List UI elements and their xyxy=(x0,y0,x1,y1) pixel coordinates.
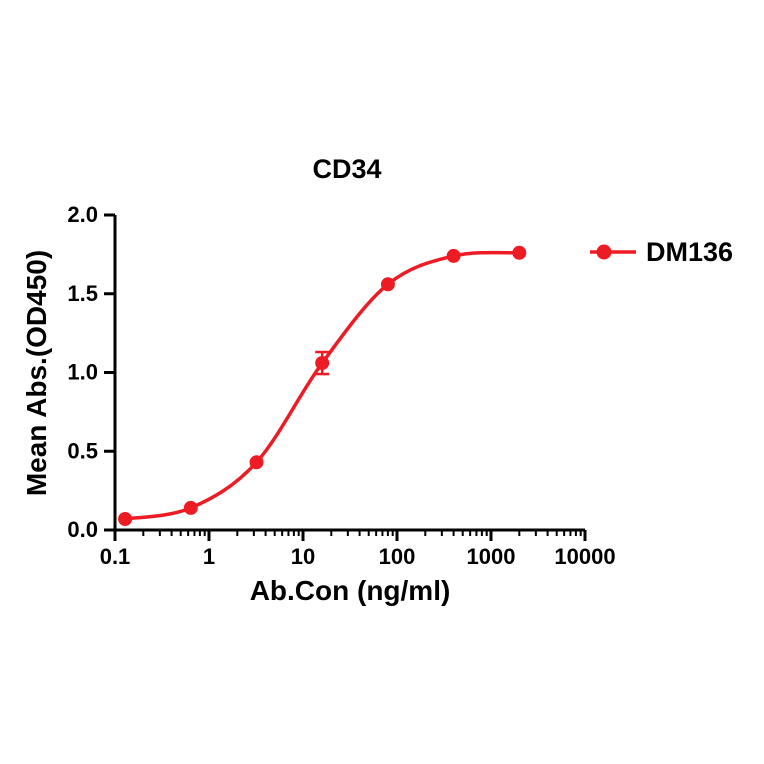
legend-marker-icon xyxy=(596,244,612,260)
y-tick-label: 0.0 xyxy=(67,517,98,542)
data-point xyxy=(315,356,330,370)
legend-series-label: DM136 xyxy=(646,237,733,267)
y-tick-label: 0.5 xyxy=(67,438,98,463)
x-tick-label: 1 xyxy=(203,544,215,569)
data-point xyxy=(118,512,133,526)
x-tick-label: 0.1 xyxy=(100,544,131,569)
y-axis-label: Mean Abs.(OD450) xyxy=(21,250,52,496)
chart-title: CD34 xyxy=(312,154,381,184)
x-tick-label: 1000 xyxy=(467,544,516,569)
y-tick-label: 1.0 xyxy=(67,360,98,385)
x-axis-label: Ab.Con (ng/ml) xyxy=(250,575,451,606)
y-tick-label: 2.0 xyxy=(67,202,98,227)
legend: DM136 xyxy=(590,237,733,267)
data-point xyxy=(249,455,264,470)
data-point xyxy=(512,245,527,260)
data-point xyxy=(183,500,198,515)
y-tick-label: 1.5 xyxy=(67,281,98,306)
data-point xyxy=(446,248,461,263)
x-tick-label: 100 xyxy=(379,544,416,569)
series-curve xyxy=(123,250,522,521)
x-tick-label: 10 xyxy=(291,544,315,569)
plot-area: 0.1 1 10 100 1000 10000 0.0 0.5 1.0 1.5 2.0 xyxy=(67,202,615,569)
x-tick-label: 10000 xyxy=(554,544,615,569)
data-point xyxy=(380,277,395,292)
